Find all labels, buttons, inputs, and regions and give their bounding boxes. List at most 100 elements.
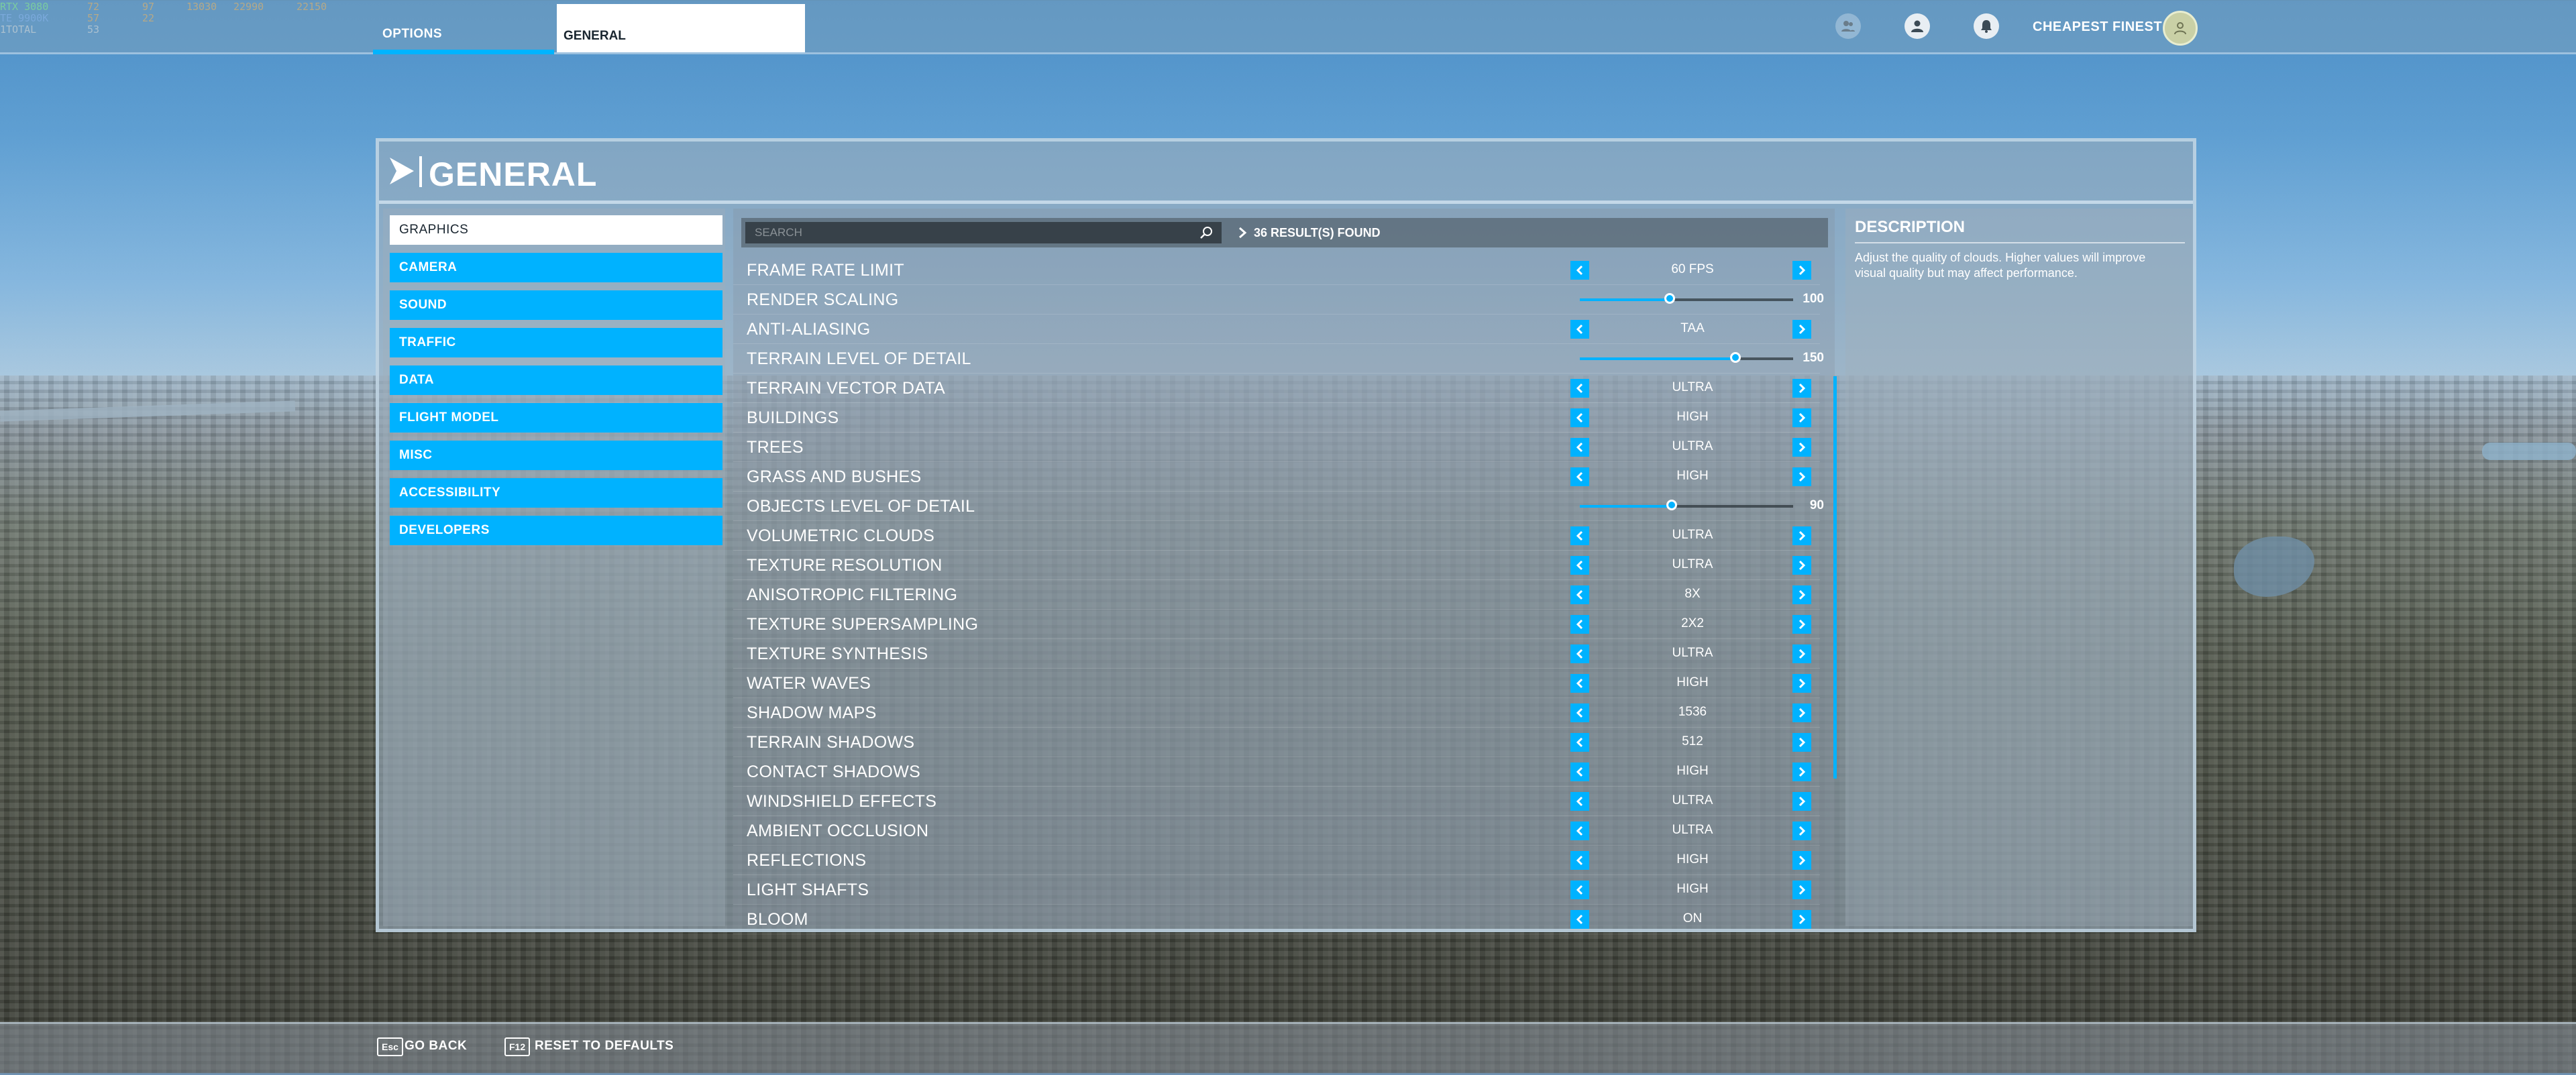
setting-value: ULTRA bbox=[1672, 557, 1713, 571]
sidebar-item-traffic[interactable]: TRAFFIC bbox=[390, 328, 722, 357]
chevron-left-icon[interactable] bbox=[1570, 703, 1589, 722]
chevron-left-icon[interactable] bbox=[1570, 615, 1589, 634]
setting-value: HIGH bbox=[1676, 675, 1709, 689]
tab-general[interactable]: GENERAL bbox=[557, 4, 805, 52]
tab-options-label: OPTIONS bbox=[382, 27, 443, 41]
chevron-left-icon[interactable] bbox=[1570, 467, 1589, 486]
chevron-left-icon[interactable] bbox=[1570, 379, 1589, 398]
friends-icon[interactable] bbox=[1835, 13, 1861, 39]
setting-value: ULTRA bbox=[1672, 528, 1713, 542]
setting-label: WINDSHIELD EFFECTS bbox=[747, 792, 937, 811]
chevron-left-icon[interactable] bbox=[1570, 526, 1589, 545]
setting-label: TERRAIN LEVEL OF DETAIL bbox=[747, 349, 971, 368]
chevron-left-icon[interactable] bbox=[1570, 320, 1589, 339]
sidebar-item-sound[interactable]: SOUND bbox=[390, 290, 722, 320]
setting-label: REFLECTIONS bbox=[747, 851, 867, 870]
chevron-left-icon[interactable] bbox=[1570, 762, 1589, 781]
setting-row-trees: TREES ULTRA bbox=[733, 433, 1820, 462]
search-input[interactable] bbox=[745, 222, 1222, 243]
chevron-right-icon[interactable] bbox=[1792, 703, 1811, 722]
chevron-right-icon[interactable] bbox=[1792, 556, 1811, 575]
chevron-right-icon[interactable] bbox=[1792, 585, 1811, 604]
setting-label: SHADOW MAPS bbox=[747, 703, 877, 722]
slider-track[interactable] bbox=[1580, 500, 1793, 510]
setting-value: TAA bbox=[1680, 321, 1705, 335]
chevron-right-icon[interactable] bbox=[1792, 615, 1811, 634]
slider-track[interactable] bbox=[1580, 352, 1793, 363]
chevron-right-icon[interactable] bbox=[1792, 822, 1811, 840]
setting-row-texture-supersampling: TEXTURE SUPERSAMPLING 2X2 bbox=[733, 610, 1820, 639]
sidebar-item-accessibility[interactable]: ACCESSIBILITY bbox=[390, 478, 722, 508]
chevron-right-icon[interactable] bbox=[1792, 792, 1811, 811]
chevron-right-icon[interactable] bbox=[1792, 467, 1811, 486]
setting-label: ANTI-ALIASING bbox=[747, 320, 871, 339]
profile-icon[interactable] bbox=[1904, 13, 1930, 39]
chevron-left-icon[interactable] bbox=[1570, 585, 1589, 604]
setting-row-anisotropic-filtering: ANISOTROPIC FILTERING 8X bbox=[733, 580, 1820, 610]
scrollbar[interactable] bbox=[1833, 376, 1837, 779]
chevron-right-icon[interactable] bbox=[1792, 674, 1811, 693]
sidebar-item-data[interactable]: DATA bbox=[390, 365, 722, 395]
chevron-right-icon[interactable] bbox=[1792, 320, 1811, 339]
chevron-right-icon[interactable] bbox=[1792, 762, 1811, 781]
chevron-right-icon[interactable] bbox=[1792, 379, 1811, 398]
avatar[interactable] bbox=[2163, 11, 2198, 46]
chevron-right-icon[interactable] bbox=[1792, 851, 1811, 870]
chevron-right-icon[interactable] bbox=[1792, 644, 1811, 663]
setting-row-windshield-effects: WINDSHIELD EFFECTS ULTRA bbox=[733, 787, 1820, 816]
chevron-right-icon[interactable] bbox=[1792, 881, 1811, 899]
slider-handle[interactable] bbox=[1664, 293, 1675, 304]
sidebar-item-graphics[interactable]: GRAPHICS bbox=[390, 215, 722, 245]
setting-value: 60 FPS bbox=[1671, 262, 1714, 276]
setting-row-terrain-vector-data: TERRAIN VECTOR DATA ULTRA bbox=[733, 374, 1820, 403]
chevron-right-icon[interactable] bbox=[1792, 438, 1811, 457]
sidebar-item-developers[interactable]: DEVELOPERS bbox=[390, 516, 722, 545]
slider-handle[interactable] bbox=[1666, 500, 1677, 510]
chevron-left-icon[interactable] bbox=[1570, 792, 1589, 811]
results-count: 36 RESULT(S) FOUND bbox=[1238, 218, 1381, 247]
setting-label: BUILDINGS bbox=[747, 408, 839, 427]
chevron-left-icon[interactable] bbox=[1570, 851, 1589, 870]
go-back-button[interactable]: GO BACK bbox=[405, 1039, 468, 1053]
setting-value: HIGH bbox=[1676, 882, 1709, 896]
settings-list-panel: 36 RESULT(S) FOUND FRAME RATE LIMIT 60 FP… bbox=[733, 209, 1837, 934]
chevron-left-icon[interactable] bbox=[1570, 822, 1589, 840]
sidebar-item-misc[interactable]: MISC bbox=[390, 441, 722, 470]
username: CHEAPEST FINEST bbox=[2033, 19, 2163, 34]
setting-row-bloom: BLOOM ON bbox=[733, 905, 1820, 934]
chevron-right-icon bbox=[1239, 227, 1247, 239]
search-icon[interactable] bbox=[1199, 225, 1215, 241]
tab-general-label: GENERAL bbox=[564, 29, 626, 43]
description-panel: DESCRIPTION Adjust the quality of clouds… bbox=[1845, 209, 2193, 926]
sidebar-item-camera[interactable]: CAMERA bbox=[390, 253, 722, 282]
chevron-right-icon[interactable] bbox=[1792, 910, 1811, 929]
setting-label: TERRAIN VECTOR DATA bbox=[747, 379, 946, 398]
chevron-right-icon[interactable] bbox=[1792, 261, 1811, 280]
setting-label: TEXTURE SUPERSAMPLING bbox=[747, 615, 979, 634]
chevron-left-icon[interactable] bbox=[1570, 556, 1589, 575]
options-panel: GENERAL GRAPHICS CAMERA SOUND TRAFFIC DATA FL… bbox=[376, 138, 2196, 934]
chevron-left-icon[interactable] bbox=[1570, 733, 1589, 752]
chevron-left-icon[interactable] bbox=[1570, 644, 1589, 663]
chevron-right-icon[interactable] bbox=[1792, 733, 1811, 752]
slider-handle[interactable] bbox=[1730, 352, 1741, 363]
slider-track[interactable] bbox=[1580, 293, 1793, 304]
chevron-left-icon[interactable] bbox=[1570, 910, 1589, 929]
setting-value: ULTRA bbox=[1672, 793, 1713, 807]
setting-label: VOLUMETRIC CLOUDS bbox=[747, 526, 935, 545]
sidebar-item-flight-model[interactable]: FLIGHT MODEL bbox=[390, 403, 722, 433]
chevron-left-icon[interactable] bbox=[1570, 674, 1589, 693]
notifications-icon[interactable] bbox=[1974, 13, 1999, 39]
chevron-left-icon[interactable] bbox=[1570, 408, 1589, 427]
chevron-left-icon[interactable] bbox=[1570, 438, 1589, 457]
chevron-right-icon[interactable] bbox=[1792, 526, 1811, 545]
chevron-left-icon[interactable] bbox=[1570, 261, 1589, 280]
setting-value: HIGH bbox=[1676, 469, 1709, 483]
tab-options[interactable]: OPTIONS bbox=[373, 0, 554, 54]
setting-row-volumetric-clouds: VOLUMETRIC CLOUDS ULTRA bbox=[733, 521, 1820, 551]
setting-row-texture-synthesis: TEXTURE SYNTHESIS ULTRA bbox=[733, 639, 1820, 669]
chevron-right-icon[interactable] bbox=[1792, 408, 1811, 427]
setting-row-terrain-level-of-detail: TERRAIN LEVEL OF DETAIL 150 bbox=[733, 344, 1824, 374]
chevron-left-icon[interactable] bbox=[1570, 881, 1589, 899]
reset-to-defaults-button[interactable]: RESET TO DEFAULTS bbox=[535, 1039, 674, 1053]
